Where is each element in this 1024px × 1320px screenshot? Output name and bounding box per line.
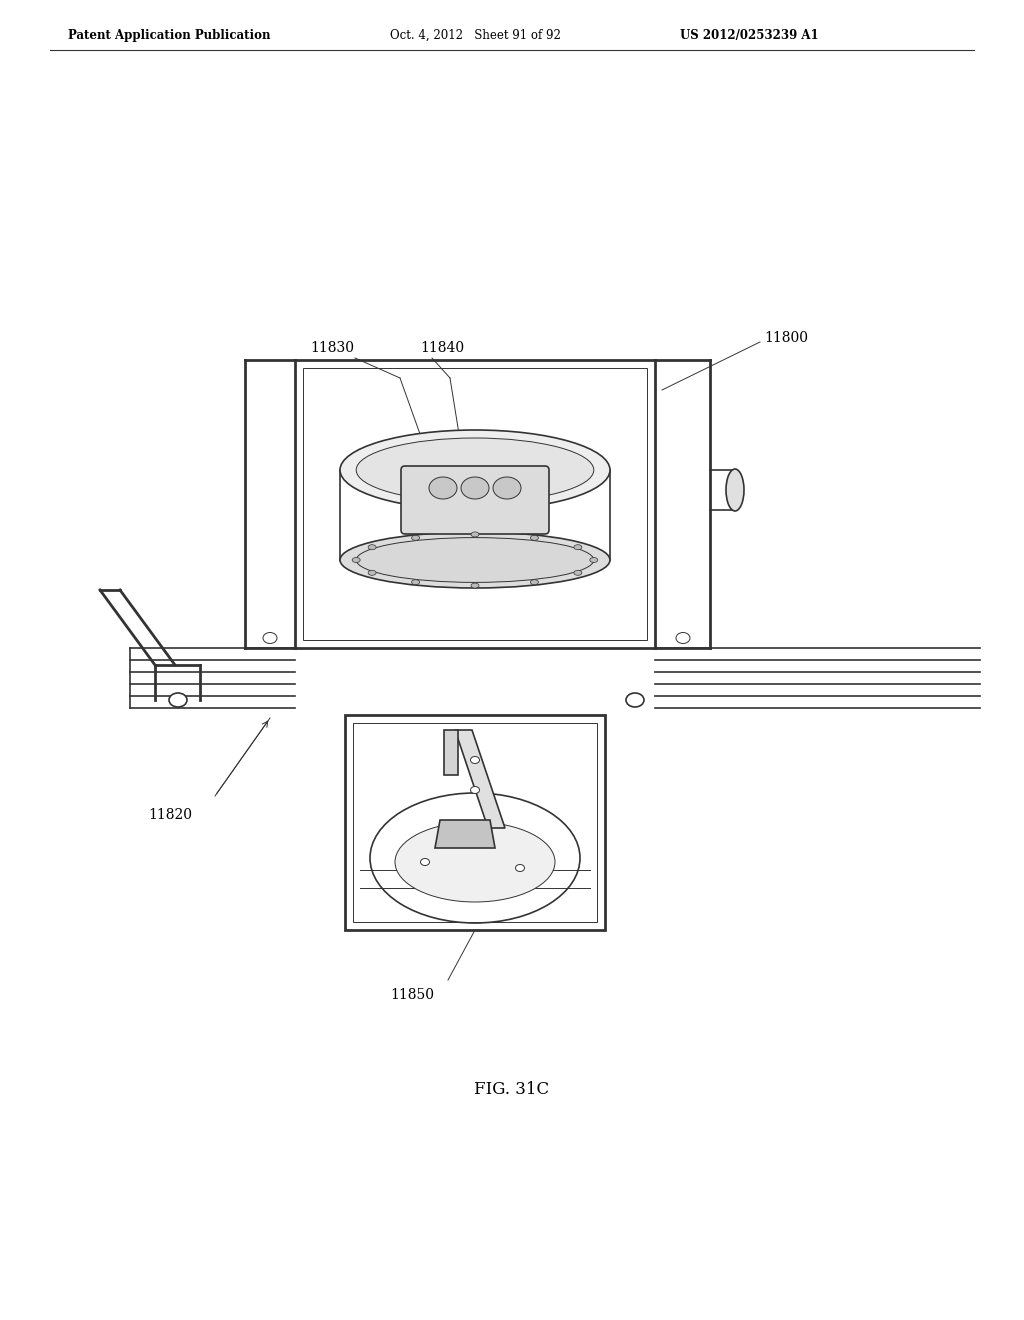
Ellipse shape	[412, 579, 420, 585]
Ellipse shape	[461, 477, 489, 499]
Text: FIG. 31C: FIG. 31C	[474, 1081, 550, 1098]
Ellipse shape	[395, 822, 555, 902]
Polygon shape	[455, 730, 505, 828]
Bar	[353, 723, 597, 921]
Text: Oct. 4, 2012   Sheet 91 of 92: Oct. 4, 2012 Sheet 91 of 92	[390, 29, 561, 41]
Ellipse shape	[530, 536, 539, 540]
FancyBboxPatch shape	[401, 466, 549, 535]
Ellipse shape	[471, 583, 479, 589]
Ellipse shape	[573, 545, 582, 549]
Polygon shape	[444, 730, 458, 775]
Ellipse shape	[368, 545, 376, 549]
Ellipse shape	[429, 477, 457, 499]
Ellipse shape	[726, 469, 744, 511]
Ellipse shape	[263, 632, 278, 644]
Ellipse shape	[421, 858, 429, 866]
Ellipse shape	[340, 430, 610, 510]
Ellipse shape	[356, 537, 594, 582]
Bar	[303, 368, 647, 640]
Ellipse shape	[471, 532, 479, 537]
Ellipse shape	[515, 865, 524, 871]
Text: 11840: 11840	[420, 341, 464, 355]
Text: 11850: 11850	[390, 987, 434, 1002]
Ellipse shape	[412, 536, 420, 540]
Text: 11830: 11830	[310, 341, 354, 355]
Ellipse shape	[169, 693, 187, 708]
Ellipse shape	[368, 570, 376, 576]
Bar	[345, 715, 605, 931]
Text: Patent Application Publication: Patent Application Publication	[68, 29, 270, 41]
Ellipse shape	[470, 756, 479, 763]
Ellipse shape	[340, 532, 610, 587]
Ellipse shape	[356, 438, 594, 502]
Ellipse shape	[493, 477, 521, 499]
Ellipse shape	[590, 557, 598, 562]
Polygon shape	[435, 820, 495, 847]
Bar	[295, 360, 655, 648]
Text: US 2012/0253239 A1: US 2012/0253239 A1	[680, 29, 818, 41]
Ellipse shape	[352, 557, 360, 562]
Text: 11820: 11820	[148, 808, 193, 822]
Ellipse shape	[530, 579, 539, 585]
Ellipse shape	[626, 693, 644, 708]
Ellipse shape	[676, 632, 690, 644]
Text: 11800: 11800	[764, 331, 808, 345]
Ellipse shape	[573, 570, 582, 576]
Ellipse shape	[470, 787, 479, 793]
